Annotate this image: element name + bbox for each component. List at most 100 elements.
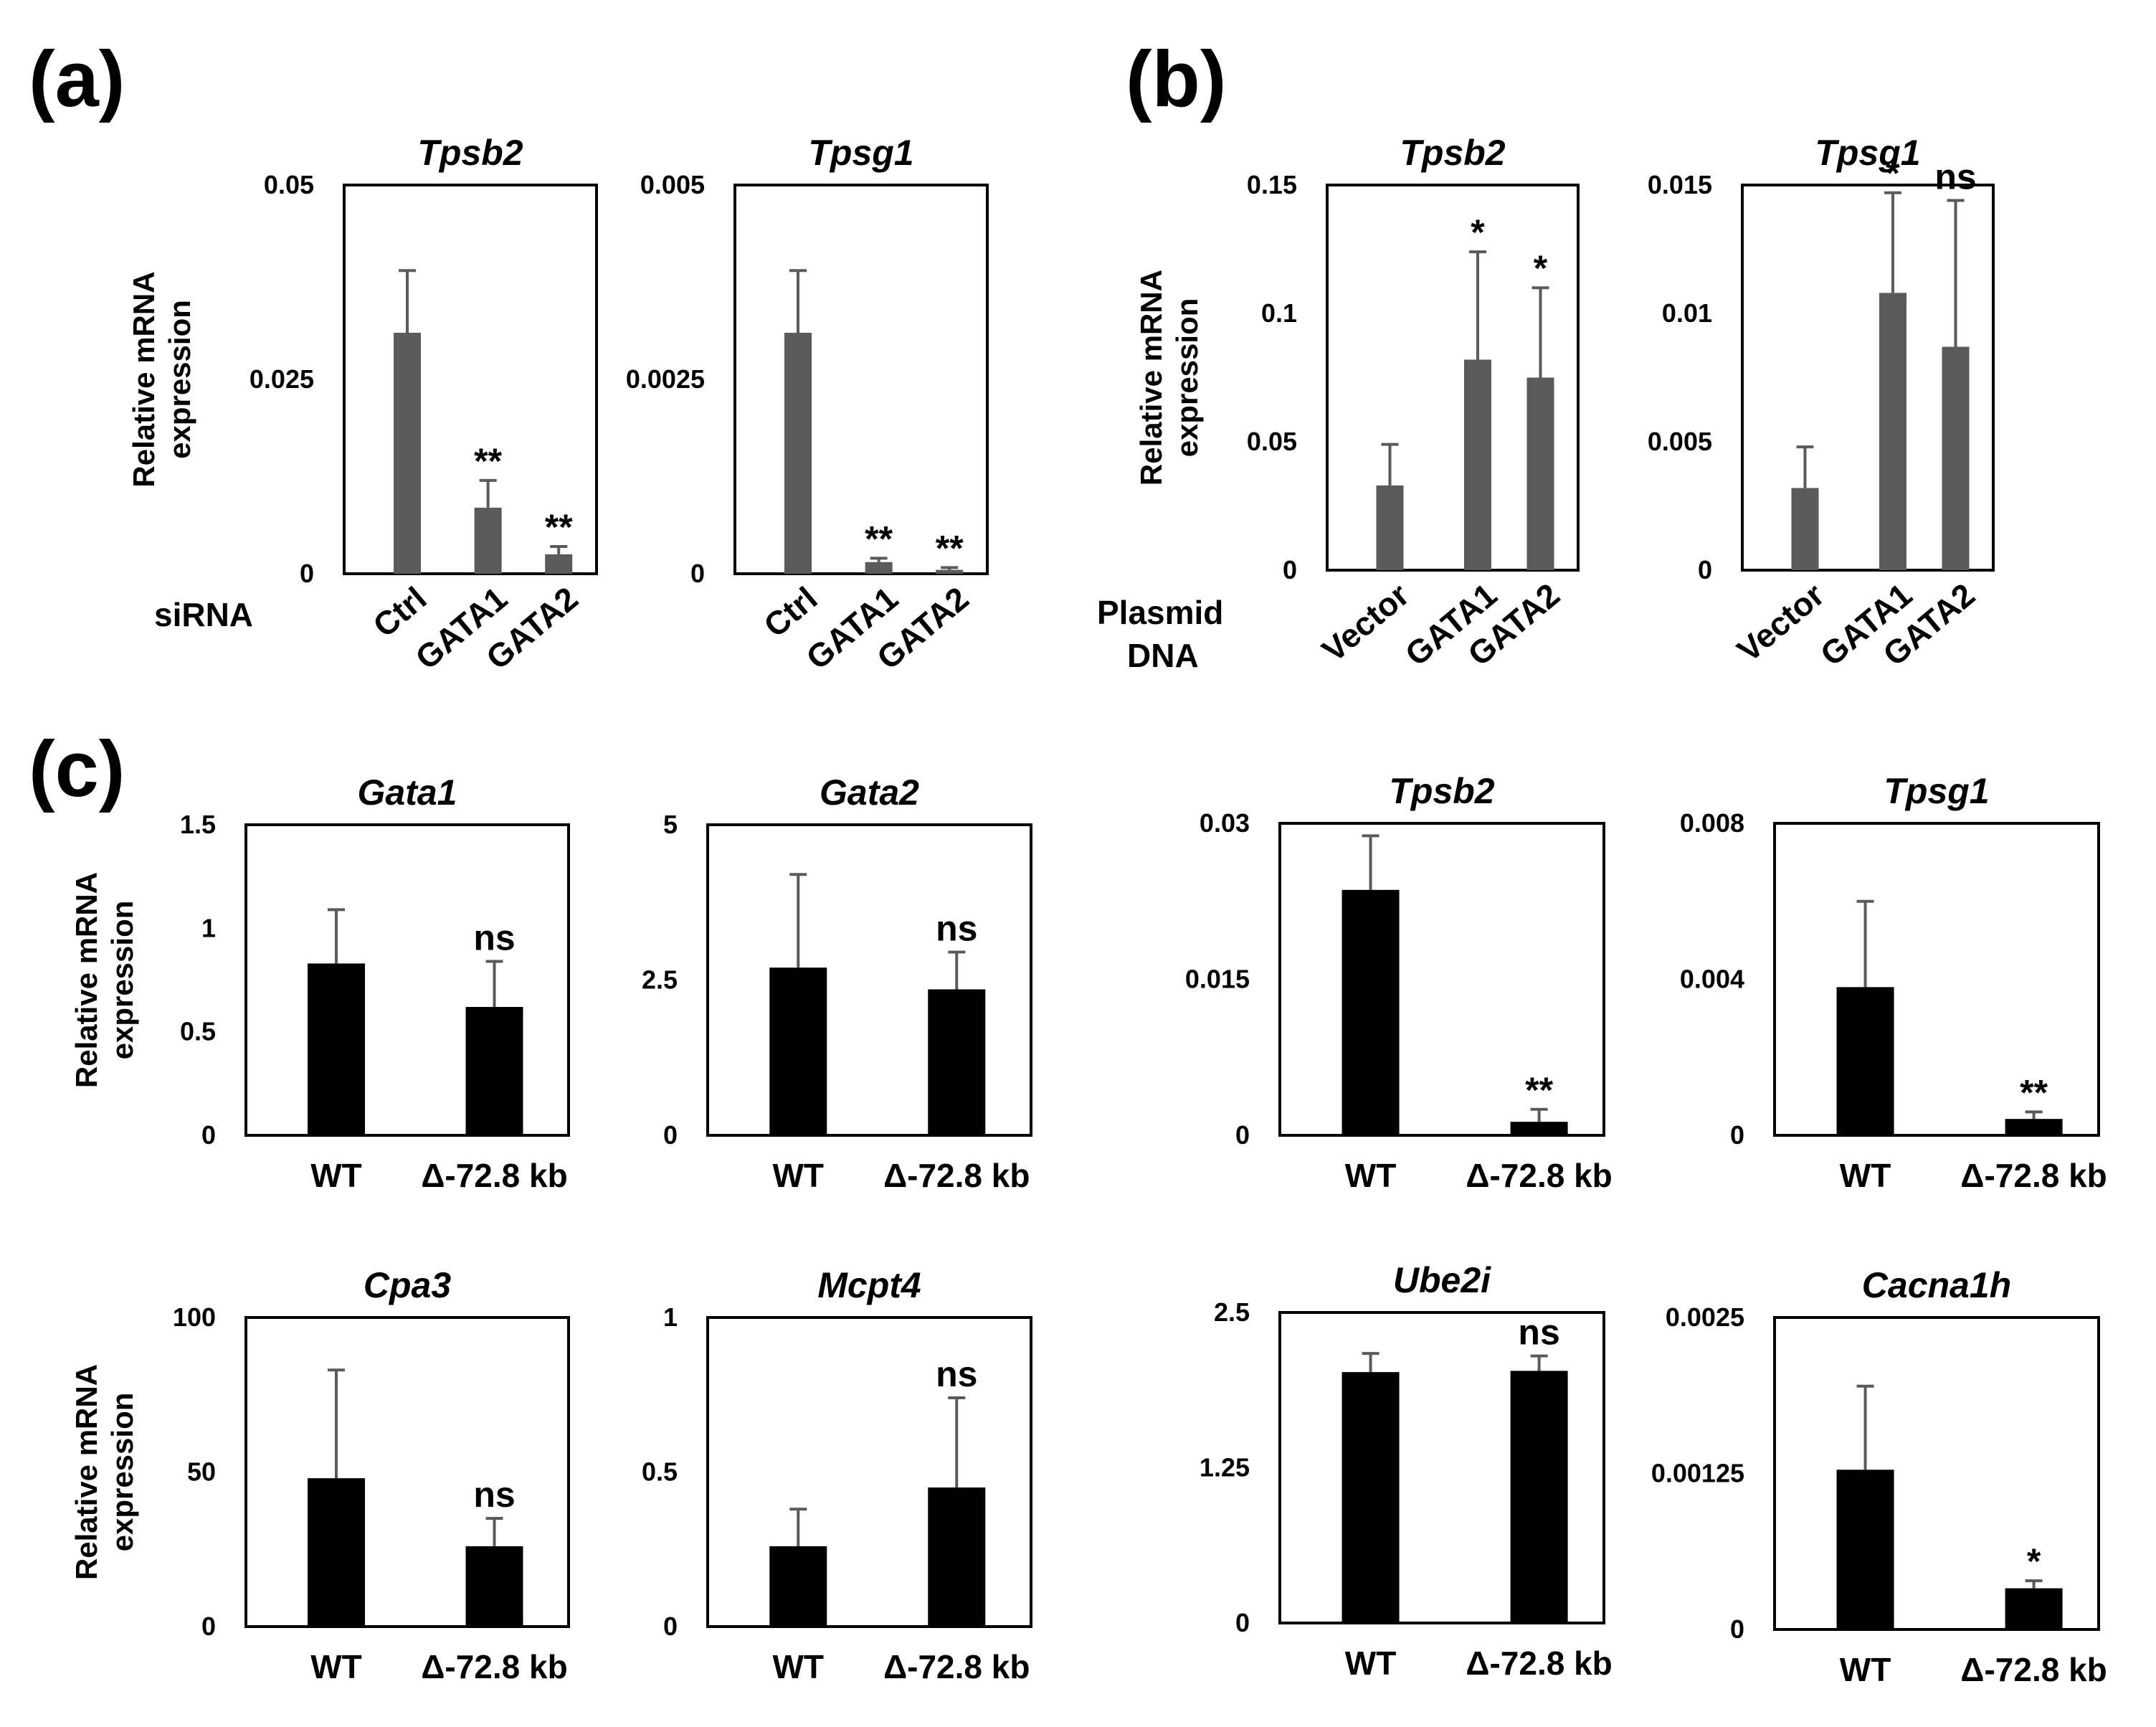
bar [1879, 293, 1906, 570]
y-axis-label-line1: Relative mRNA [70, 872, 103, 1088]
significance-label: ** [1525, 1070, 1553, 1110]
chart-title: Ube2i [1393, 1260, 1491, 1300]
y-tick-label: 0 [1730, 1120, 1744, 1150]
y-tick-label: 1 [663, 1302, 678, 1332]
y-tick-label: 0 [1235, 1608, 1250, 1637]
bar [769, 1546, 827, 1627]
bar [928, 989, 986, 1135]
chart-title: Tpsg1 [808, 133, 913, 173]
category-label: WT [773, 1157, 825, 1194]
y-axis-label-line2: expression [163, 300, 196, 459]
y-tick-label: 1 [201, 913, 216, 942]
bar [1526, 377, 1554, 570]
chart-title: Tpsb2 [417, 133, 523, 173]
y-tick-label: 0 [201, 1120, 216, 1150]
category-label: Vector [1315, 576, 1416, 669]
y-tick-label: 0.005 [640, 170, 705, 199]
chart-1-tpsb2: Tpsb200.0250.05Ctrl**GATA1**GATA2Relativ… [127, 133, 598, 676]
bar [394, 332, 421, 574]
bar [2005, 1119, 2063, 1135]
plot-frame [1741, 184, 1995, 572]
chart-8-tpsg1: Tpsg1 0 0.004 0.008 WT ** Δ-72.8 kb [1680, 771, 2107, 1194]
y-tick-label: 0.015 [1185, 965, 1250, 994]
y-axis-label-line1: Relative mRNA [127, 271, 161, 487]
panel-label-c: (c) [29, 725, 125, 813]
y-tick-label: 0 [690, 559, 705, 588]
bar [2005, 1588, 2063, 1629]
bar [1510, 1371, 1568, 1623]
bar [1376, 485, 1404, 570]
y-tick-label: 50 [187, 1457, 216, 1487]
bar [1341, 889, 1400, 1135]
chart-title: Cpa3 [364, 1265, 451, 1305]
bar [1836, 1470, 1894, 1629]
y-tick-label: 0.005 [1648, 427, 1712, 456]
plot-frame [1278, 822, 1605, 1137]
sirna-row-label: siRNA [154, 596, 253, 633]
y-axis-label-line2: expression [1170, 298, 1204, 458]
significance-label: ns [936, 909, 977, 949]
significance-label: ** [545, 507, 573, 547]
significance-label: ns [1518, 1312, 1559, 1353]
y-tick-label: 0.015 [1648, 170, 1712, 199]
category-label: Vector [1730, 576, 1831, 669]
chart-6-gata2: Gata2 0 2.5 5 WT ns Δ-72.8 kb [642, 772, 1032, 1194]
significance-label: ns [936, 1354, 977, 1394]
y-tick-label: 0.1 [1261, 298, 1297, 328]
chart-title: Mcpt4 [817, 1265, 921, 1305]
y-tick-label: 0.5 [642, 1457, 678, 1487]
bar [928, 1487, 986, 1627]
y-tick-label: 100 [173, 1302, 216, 1332]
bar [465, 1007, 523, 1135]
chart-title: Tpsg1 [1815, 133, 1920, 173]
bar [936, 569, 964, 574]
significance-label: ** [936, 528, 964, 568]
bar [308, 1478, 365, 1627]
y-tick-label: 5 [663, 810, 678, 839]
bar [1836, 987, 1894, 1135]
category-label: Δ-72.8 kb [1466, 1645, 1612, 1682]
y-tick-label: 0.5 [180, 1017, 216, 1046]
plasmid-row-label-line1: Plasmid [1097, 594, 1223, 631]
category-label: WT [773, 1648, 825, 1685]
y-tick-label: 2.5 [1214, 1297, 1250, 1327]
chart-5-gata1: Gata1 0 0.5 1 1.5 WT ns Δ-72.8 kb Relative mRNA e… [70, 772, 570, 1194]
plot-frame [706, 1316, 1032, 1628]
y-tick-label: 0.004 [1680, 965, 1744, 994]
panel-label-b: (b) [1126, 35, 1226, 123]
plot-frame [1278, 1311, 1605, 1624]
chart-11-ube2i: Ube2i 0 1.25 2.5 WT ns Δ-72.8 kb [1200, 1260, 1613, 1682]
bar [1942, 346, 1970, 570]
y-axis-label-line1: Relative mRNA [1134, 270, 1168, 486]
y-tick-label: 0 [1698, 555, 1712, 585]
bar [308, 963, 365, 1135]
significance-label: ns [473, 918, 515, 958]
chart-title: Tpsb2 [1389, 771, 1494, 811]
category-label: WT [310, 1648, 362, 1685]
chart-10-mcpt4: Mcpt4 0 0.5 1 WT ns Δ-72.8 kb [642, 1265, 1032, 1685]
significance-label: ns [473, 1475, 515, 1515]
significance-label: ** [2020, 1072, 2048, 1112]
chart-title: Tpsg1 [1884, 771, 1989, 811]
category-label: Δ-72.8 kb [1960, 1651, 2107, 1688]
chart-title: Cacna1h [1862, 1265, 2011, 1305]
category-label: Δ-72.8 kb [1960, 1157, 2107, 1194]
y-tick-label: 0.0025 [1666, 1302, 1744, 1332]
y-axis-label-line1: Relative mRNA [70, 1364, 103, 1580]
y-tick-label: 0.0025 [626, 364, 705, 394]
category-label: Δ-72.8 kb [883, 1648, 1030, 1685]
significance-label: ns [1934, 156, 1976, 197]
y-tick-label: 0 [1283, 555, 1297, 585]
chart-7-tpsb2: Tpsb2 0 0.015 0.03 WT ** Δ-72.8 kb [1185, 771, 1613, 1194]
bar [545, 554, 573, 574]
y-tick-label: 0.15 [1247, 170, 1297, 199]
category-label: Δ-72.8 kb [421, 1648, 567, 1685]
y-tick-label: 0.05 [1247, 427, 1297, 456]
y-tick-label: 2.5 [642, 965, 678, 995]
significance-label: * [1471, 212, 1485, 252]
y-tick-label: 0 [1235, 1120, 1250, 1150]
